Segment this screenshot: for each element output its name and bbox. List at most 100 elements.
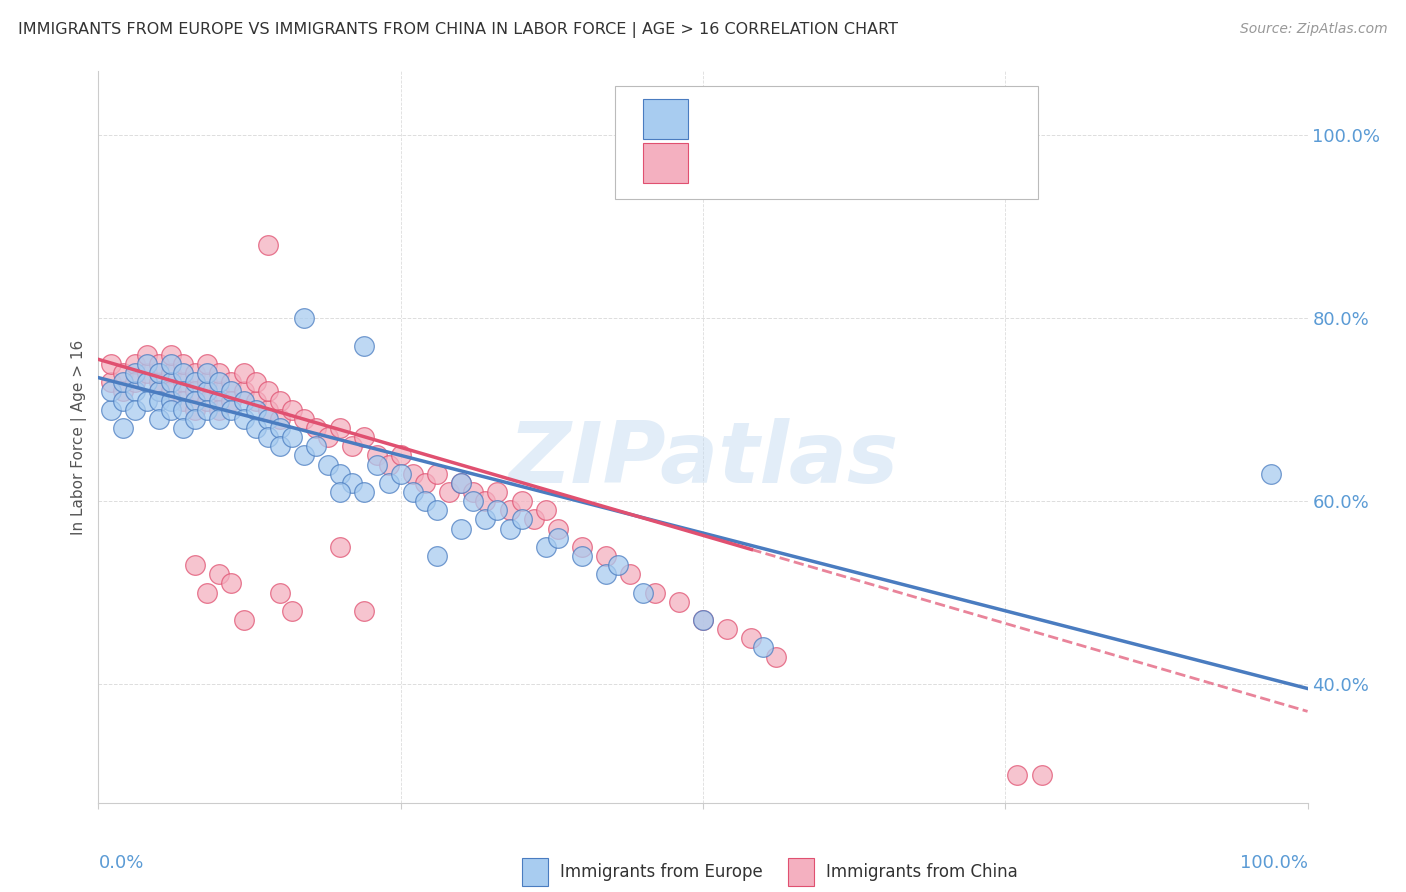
FancyBboxPatch shape [522,858,548,886]
Point [124,357,146,371]
Point [269,421,291,435]
FancyBboxPatch shape [643,99,689,139]
Point [1260,467,1282,481]
Point [245,421,267,435]
Point [329,421,352,435]
Point [172,402,194,417]
Point [463,494,485,508]
Point [111,393,134,408]
Point [474,512,496,526]
Point [486,485,509,500]
Text: R = -0.385: R = -0.385 [713,110,818,128]
Point [135,348,157,362]
Point [160,366,183,380]
Point [765,649,787,664]
Point [534,540,557,554]
Point [426,503,449,517]
Text: Source: ZipAtlas.com: Source: ZipAtlas.com [1240,22,1388,37]
Point [389,467,412,481]
Point [426,549,449,563]
Point [305,439,328,453]
Point [232,613,254,627]
Point [245,393,267,408]
Point [353,430,375,444]
Point [232,412,254,426]
Point [426,467,449,481]
Point [195,393,218,408]
Point [184,402,207,417]
Point [221,375,243,389]
Point [342,475,364,490]
Point [111,421,134,435]
Point [148,384,170,399]
Point [195,375,218,389]
Point [353,338,375,352]
Point [172,357,194,371]
Point [366,458,388,472]
Point [135,366,157,380]
Point [148,366,170,380]
Point [619,567,641,582]
Point [1007,768,1029,782]
Point [292,311,315,326]
Point [195,402,218,417]
Point [353,604,375,618]
Text: N = 80: N = 80 [889,153,962,172]
Point [281,430,304,444]
Point [135,357,157,371]
Point [668,595,690,609]
Point [195,366,218,380]
Point [195,357,218,371]
Text: IMMIGRANTS FROM EUROPE VS IMMIGRANTS FROM CHINA IN LABOR FORCE | AGE > 16 CORREL: IMMIGRANTS FROM EUROPE VS IMMIGRANTS FRO… [18,22,898,38]
Point [111,366,134,380]
Point [329,467,352,481]
Point [510,494,533,508]
FancyBboxPatch shape [787,858,814,886]
Point [256,430,278,444]
Point [232,384,254,399]
Point [148,393,170,408]
Point [172,384,194,399]
Point [740,632,762,646]
Point [292,412,315,426]
Point [124,402,146,417]
Point [160,393,183,408]
Point [172,366,194,380]
Point [100,357,122,371]
Point [716,622,738,636]
Point [752,640,775,655]
Point [184,366,207,380]
Point [366,448,388,462]
Point [195,384,218,399]
Point [172,421,194,435]
Point [571,540,593,554]
Point [172,393,194,408]
Point [316,458,339,472]
Point [195,585,218,599]
Text: Immigrants from Europe: Immigrants from Europe [561,863,763,881]
Point [221,576,243,591]
Point [534,503,557,517]
Point [135,393,157,408]
Point [281,402,304,417]
Point [100,384,122,399]
Point [160,375,183,389]
Point [160,384,183,399]
Point [450,475,472,490]
Point [160,348,183,362]
Point [232,366,254,380]
Point [1031,768,1053,782]
FancyBboxPatch shape [643,143,689,183]
Point [342,439,364,453]
Point [292,448,315,462]
Point [498,522,520,536]
Point [148,375,170,389]
Point [256,412,278,426]
Point [208,384,231,399]
Point [353,485,375,500]
Text: 0.0%: 0.0% [98,854,143,872]
Text: N = 75: N = 75 [889,110,962,128]
Point [595,549,617,563]
Point [474,494,496,508]
Point [221,384,243,399]
